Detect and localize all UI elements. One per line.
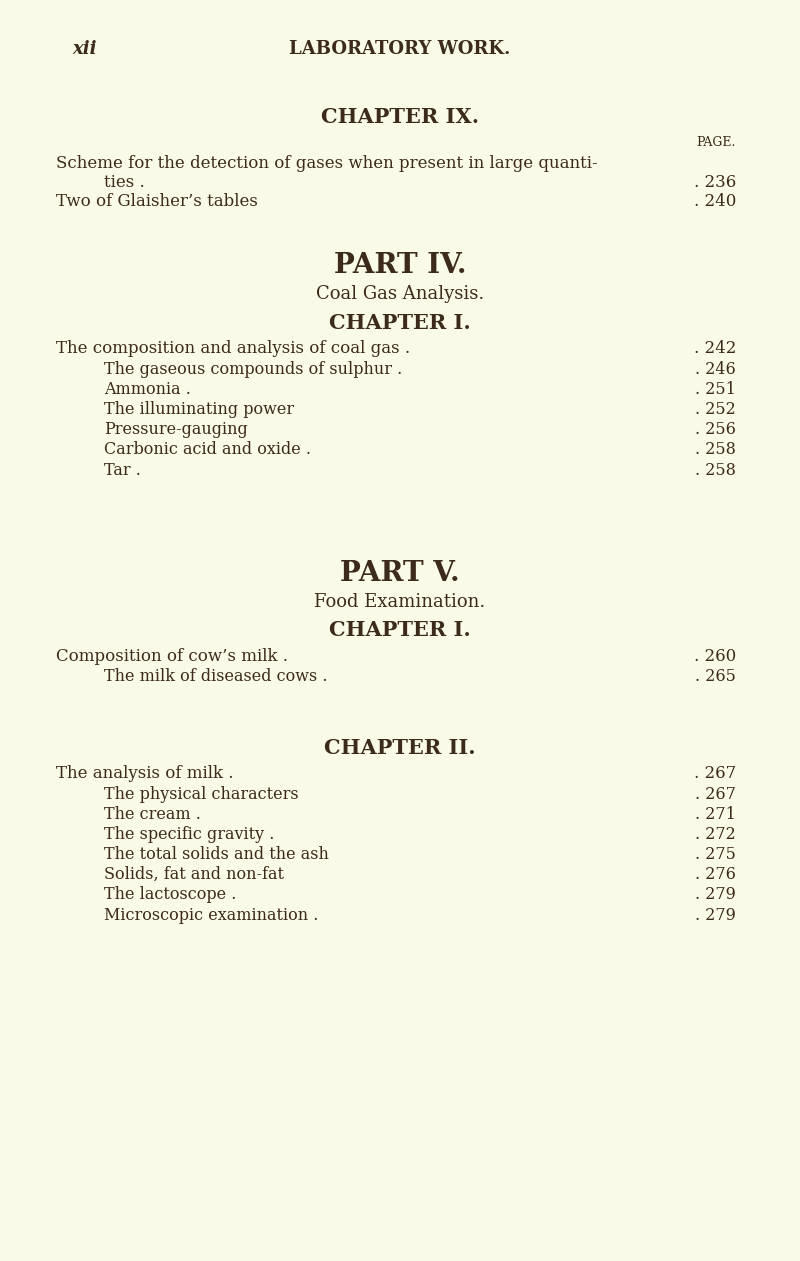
- Text: The milk of diseased cows .: The milk of diseased cows .: [104, 668, 327, 685]
- Text: Tar .: Tar .: [104, 462, 141, 478]
- Text: PAGE.: PAGE.: [697, 136, 736, 149]
- Text: CHAPTER I.: CHAPTER I.: [329, 620, 471, 641]
- Text: . 276: . 276: [695, 866, 736, 883]
- Text: . 267: . 267: [695, 786, 736, 802]
- Text: The specific gravity .: The specific gravity .: [104, 826, 274, 842]
- Text: CHAPTER II.: CHAPTER II.: [324, 738, 476, 758]
- Text: Ammonia .: Ammonia .: [104, 381, 191, 397]
- Text: . 258: . 258: [695, 441, 736, 458]
- Text: CHAPTER I.: CHAPTER I.: [329, 313, 471, 333]
- Text: Food Examination.: Food Examination.: [314, 593, 486, 610]
- Text: . 246: . 246: [695, 361, 736, 377]
- Text: Scheme for the detection of gases when present in large quanti-: Scheme for the detection of gases when p…: [56, 155, 598, 171]
- Text: . 272: . 272: [695, 826, 736, 842]
- Text: PART IV.: PART IV.: [334, 252, 466, 279]
- Text: Solids, fat and non-fat: Solids, fat and non-fat: [104, 866, 284, 883]
- Text: Carbonic acid and oxide .: Carbonic acid and oxide .: [104, 441, 311, 458]
- Text: The cream .: The cream .: [104, 806, 201, 822]
- Text: PART V.: PART V.: [340, 560, 460, 586]
- Text: . 267: . 267: [694, 765, 736, 782]
- Text: Composition of cow’s milk .: Composition of cow’s milk .: [56, 648, 288, 665]
- Text: CHAPTER IX.: CHAPTER IX.: [321, 107, 479, 127]
- Text: . 252: . 252: [695, 401, 736, 417]
- Text: . 236: . 236: [694, 174, 736, 190]
- Text: The gaseous compounds of sulphur .: The gaseous compounds of sulphur .: [104, 361, 402, 377]
- Text: . 240: . 240: [694, 193, 736, 209]
- Text: Coal Gas Analysis.: Coal Gas Analysis.: [316, 285, 484, 303]
- Text: . 279: . 279: [695, 907, 736, 923]
- Text: The physical characters: The physical characters: [104, 786, 298, 802]
- Text: The composition and analysis of coal gas .: The composition and analysis of coal gas…: [56, 340, 410, 357]
- Text: . 256: . 256: [695, 421, 736, 438]
- Text: ties .: ties .: [104, 174, 145, 190]
- Text: . 260: . 260: [694, 648, 736, 665]
- Text: LABORATORY WORK.: LABORATORY WORK.: [290, 40, 510, 58]
- Text: Two of Glaisher’s tables: Two of Glaisher’s tables: [56, 193, 258, 209]
- Text: The analysis of milk .: The analysis of milk .: [56, 765, 234, 782]
- Text: Microscopic examination .: Microscopic examination .: [104, 907, 318, 923]
- Text: . 258: . 258: [695, 462, 736, 478]
- Text: . 279: . 279: [695, 886, 736, 903]
- Text: . 271: . 271: [695, 806, 736, 822]
- Text: . 242: . 242: [694, 340, 736, 357]
- Text: . 275: . 275: [695, 846, 736, 863]
- Text: Pressure-gauging: Pressure-gauging: [104, 421, 248, 438]
- Text: The total solids and the ash: The total solids and the ash: [104, 846, 329, 863]
- Text: The lactoscope .: The lactoscope .: [104, 886, 236, 903]
- Text: . 265: . 265: [695, 668, 736, 685]
- Text: xii: xii: [72, 40, 97, 58]
- Text: . 251: . 251: [695, 381, 736, 397]
- Text: The illuminating power: The illuminating power: [104, 401, 294, 417]
